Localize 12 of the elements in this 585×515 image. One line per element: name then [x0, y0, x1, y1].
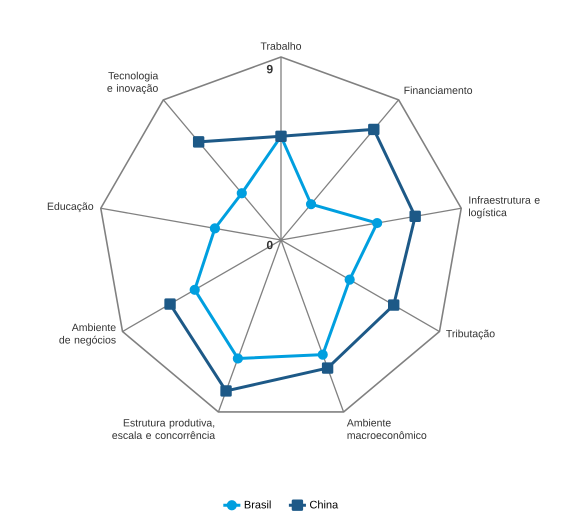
spoke-label: Ambiente de negócios: [59, 323, 116, 346]
spoke-label: Tributação: [446, 330, 495, 340]
legend-label: Brasil: [244, 500, 271, 508]
spoke-label: Ambiente macroeconômico: [346, 418, 426, 440]
spoke-label: Financiamento: [404, 86, 472, 94]
spoke-label: Tecnologia e inovação: [107, 72, 158, 94]
spoke-label: Trabalho: [260, 42, 302, 50]
spoke-label: Estrutura produtiva, escala e concorrência: [112, 418, 216, 440]
spoke-label: Infraestrutura e logística: [469, 196, 540, 218]
y-tick-label: 9: [266, 64, 273, 74]
spoke-label: Educação: [48, 202, 94, 212]
legend-label: China: [310, 500, 338, 508]
